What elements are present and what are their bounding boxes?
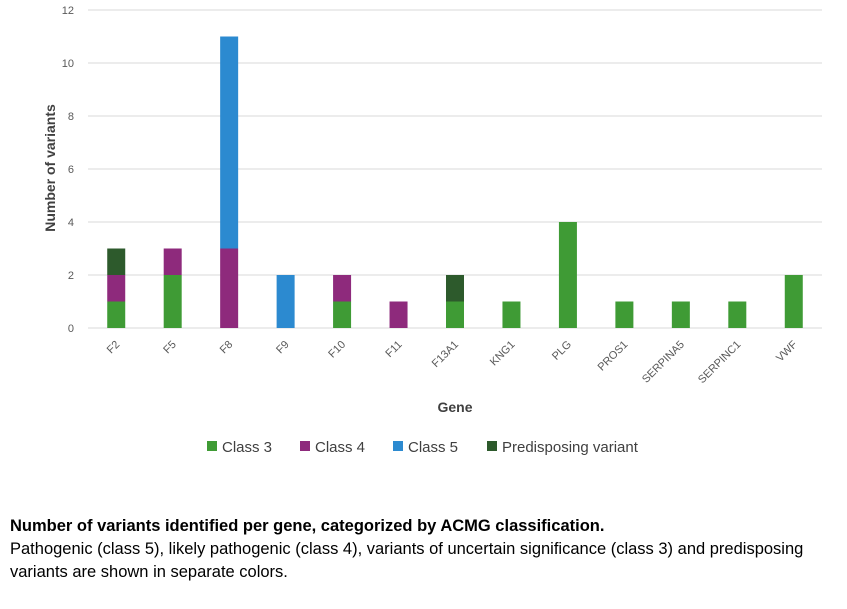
bar-f5-class-3 — [163, 275, 182, 328]
bar-f2-predisposing-variant — [107, 248, 126, 275]
y-axis-title: Number of variants — [42, 104, 58, 232]
bar-f2-class-4 — [107, 275, 126, 302]
legend: Class 3 Class 4 Class 5 Predisposing varian… — [207, 439, 639, 456]
legend-swatch — [487, 441, 497, 451]
legend-label: Class 5 — [408, 439, 458, 456]
x-tick-label: F8 — [218, 339, 236, 357]
y-tick-label: 2 — [68, 270, 74, 282]
legend-label: Class 3 — [222, 439, 272, 456]
bar-plg-class-3 — [558, 222, 577, 328]
y-tick-label: 12 — [62, 5, 74, 17]
bar-f8-class-4 — [220, 248, 239, 328]
bar-f2-class-3 — [107, 301, 126, 328]
x-tick-label: F10 — [326, 339, 348, 361]
y-tick-label: 6 — [68, 164, 74, 176]
x-tick-label: F13A1 — [430, 339, 461, 370]
legend-swatch — [207, 441, 217, 451]
bar-f11-class-4 — [389, 301, 408, 328]
bar-f10-class-3 — [333, 301, 352, 328]
legend-swatch — [393, 441, 403, 451]
x-tick-label: F2 — [105, 339, 123, 357]
x-tick-label: SERPINA5 — [640, 339, 687, 386]
x-tick-label: PROS1 — [596, 339, 631, 374]
bar-f10-class-4 — [333, 275, 352, 302]
bar-serpina5-class-3 — [671, 301, 690, 328]
x-tick-label: F5 — [161, 339, 179, 357]
bar-f5-class-4 — [163, 248, 182, 275]
caption-text: Pathogenic (class 5), likely pathogenic … — [10, 540, 804, 581]
x-tick-label: F11 — [383, 339, 404, 360]
x-axis-title: Gene — [437, 399, 472, 415]
bars — [107, 36, 803, 328]
x-tick-label: VWF — [774, 338, 800, 364]
bar-vwf-class-3 — [784, 275, 803, 328]
y-tick-label: 4 — [68, 217, 74, 229]
x-tick-label: PLG — [550, 339, 574, 363]
bar-pros1-class-3 — [615, 301, 634, 328]
stacked-bar-chart: 0 2 4 6 8 10 12 F2 F5 F8 F9 F10 F11 F13A1 KNG1 PLG PROS… — [42, 5, 822, 456]
gridlines — [88, 9, 822, 329]
bar-serpinc1-class-3 — [728, 301, 747, 328]
bar-f8-class-5 — [220, 36, 239, 249]
y-tick-label: 0 — [68, 323, 74, 335]
x-tick-label: KNG1 — [488, 339, 518, 369]
legend-label: Predisposing variant — [502, 439, 639, 456]
bar-f9-class-5 — [276, 275, 295, 328]
x-tick-label: F9 — [274, 339, 292, 357]
caption-title: Number of variants identified per gene, … — [10, 517, 605, 535]
bar-f13a1-class-3 — [446, 301, 464, 328]
y-tick-label: 8 — [68, 111, 74, 123]
y-axis-ticks: 0 2 4 6 8 10 12 — [62, 5, 74, 335]
x-axis-ticks: F2 F5 F8 F9 F10 F11 F13A1 KNG1 PLG PROS1 SERPINA5 S… — [105, 338, 800, 386]
y-tick-label: 10 — [62, 58, 74, 70]
x-tick-label: SERPINC1 — [696, 339, 743, 386]
figure-caption: Number of variants identified per gene, … — [10, 514, 845, 584]
bar-f13a1-predisposing-variant — [446, 275, 464, 302]
legend-label: Class 4 — [315, 439, 365, 456]
bar-kng1-class-3 — [502, 301, 521, 328]
legend-swatch — [300, 441, 310, 451]
